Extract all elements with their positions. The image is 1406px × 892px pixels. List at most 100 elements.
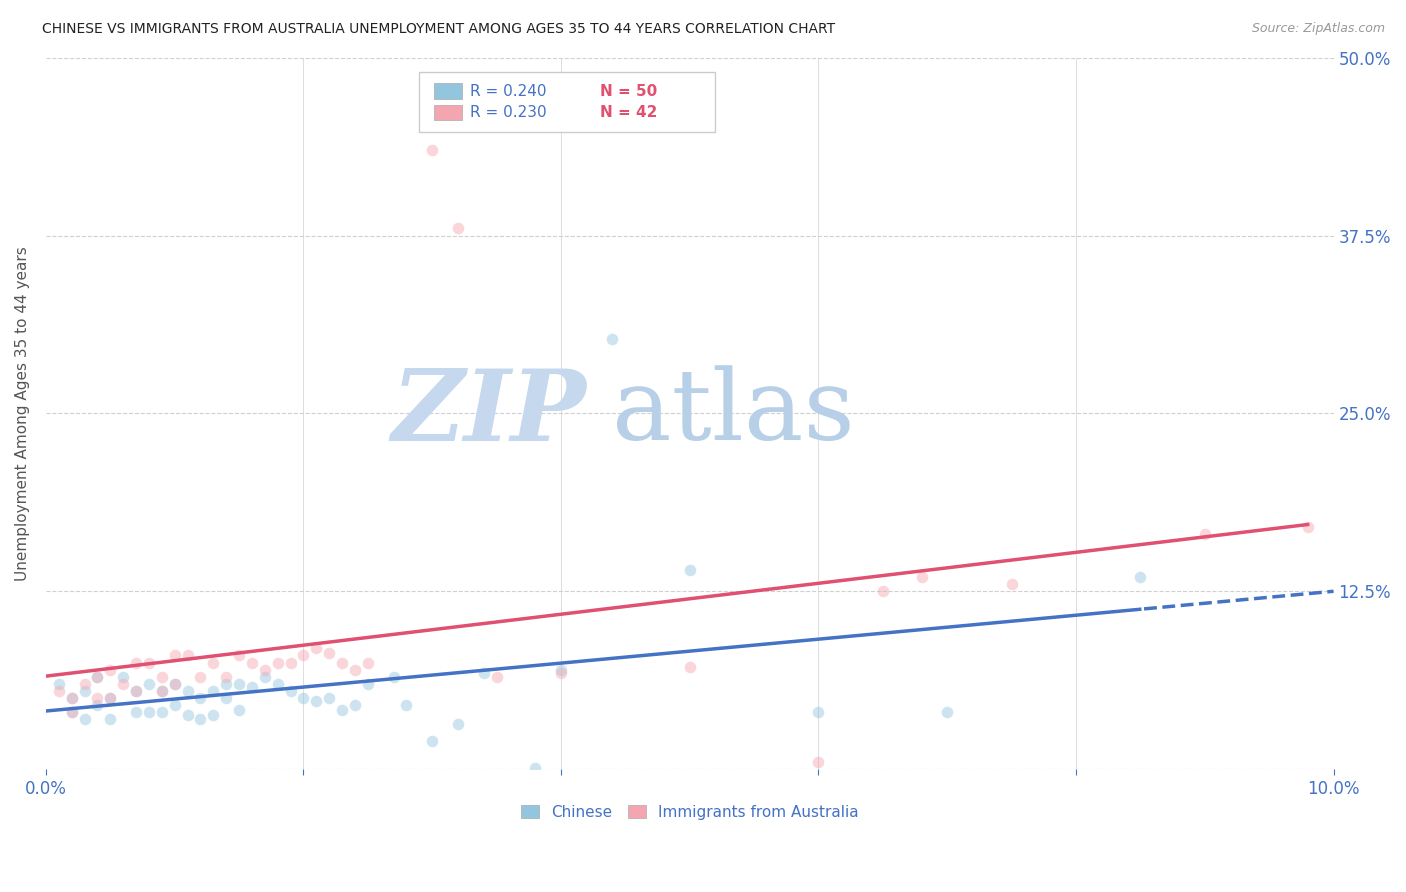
Point — [202, 656, 225, 670]
Point — [98, 713, 121, 727]
Point — [190, 713, 212, 727]
Point — [60, 691, 83, 706]
Point — [524, 761, 547, 775]
Point — [60, 691, 83, 706]
Point — [125, 706, 148, 720]
Point — [807, 755, 830, 769]
Point — [86, 691, 108, 706]
Point — [343, 698, 366, 713]
Point — [163, 698, 186, 713]
Bar — [433, 104, 461, 120]
Point — [395, 698, 418, 713]
Text: R = 0.230: R = 0.230 — [470, 105, 546, 120]
Point — [112, 677, 135, 691]
Point — [420, 143, 443, 157]
Point — [305, 641, 328, 656]
Point — [280, 656, 302, 670]
Point — [86, 670, 108, 684]
Point — [150, 684, 173, 698]
Point — [807, 706, 830, 720]
Point — [163, 677, 186, 691]
Point — [60, 706, 83, 720]
Point — [190, 691, 212, 706]
Text: atlas: atlas — [613, 366, 855, 461]
Point — [138, 706, 160, 720]
Point — [550, 665, 572, 680]
Point — [176, 648, 198, 663]
Point — [910, 570, 932, 584]
Point — [292, 648, 315, 663]
Point — [48, 684, 70, 698]
Point — [73, 677, 96, 691]
Point — [280, 684, 302, 698]
Point — [382, 670, 405, 684]
Point — [215, 670, 238, 684]
Point — [215, 677, 238, 691]
Point — [472, 665, 495, 680]
Point — [305, 694, 328, 708]
Text: N = 50: N = 50 — [599, 84, 657, 99]
Point — [550, 663, 572, 677]
Point — [202, 684, 225, 698]
Point — [228, 648, 250, 663]
Point — [112, 670, 135, 684]
Point — [1296, 520, 1319, 534]
Point — [98, 663, 121, 677]
Point — [1129, 570, 1152, 584]
Point — [98, 691, 121, 706]
Point — [1194, 527, 1216, 541]
Point — [73, 684, 96, 698]
Bar — [433, 83, 461, 99]
Point — [138, 677, 160, 691]
Point — [176, 684, 198, 698]
Text: Source: ZipAtlas.com: Source: ZipAtlas.com — [1251, 22, 1385, 36]
Point — [253, 670, 276, 684]
Point — [73, 713, 96, 727]
Point — [125, 656, 148, 670]
Point — [98, 691, 121, 706]
Point — [60, 706, 83, 720]
Point — [240, 680, 263, 694]
Point — [163, 677, 186, 691]
Point — [318, 691, 340, 706]
Text: R = 0.240: R = 0.240 — [470, 84, 546, 99]
Point — [86, 698, 108, 713]
Point — [936, 706, 959, 720]
Point — [330, 702, 353, 716]
Point — [267, 656, 290, 670]
Point — [86, 670, 108, 684]
Point — [150, 706, 173, 720]
Y-axis label: Unemployment Among Ages 35 to 44 years: Unemployment Among Ages 35 to 44 years — [15, 246, 30, 581]
Point — [602, 333, 624, 347]
Point — [267, 677, 290, 691]
Point — [138, 656, 160, 670]
Point — [1001, 577, 1024, 591]
Point — [176, 708, 198, 723]
Text: N = 42: N = 42 — [599, 105, 657, 120]
FancyBboxPatch shape — [419, 72, 716, 132]
Legend: Chinese, Immigrants from Australia: Chinese, Immigrants from Australia — [515, 798, 865, 826]
Text: ZIP: ZIP — [392, 365, 586, 462]
Text: CHINESE VS IMMIGRANTS FROM AUSTRALIA UNEMPLOYMENT AMONG AGES 35 TO 44 YEARS CORR: CHINESE VS IMMIGRANTS FROM AUSTRALIA UNE… — [42, 22, 835, 37]
Point — [447, 716, 470, 731]
Point — [679, 563, 702, 577]
Point — [872, 584, 894, 599]
Point — [485, 670, 508, 684]
Point — [215, 691, 238, 706]
Point — [163, 648, 186, 663]
Point — [447, 221, 470, 235]
Point — [150, 684, 173, 698]
Point — [48, 677, 70, 691]
Point — [125, 684, 148, 698]
Point — [125, 684, 148, 698]
Point — [202, 708, 225, 723]
Point — [343, 663, 366, 677]
Point — [357, 656, 380, 670]
Point — [240, 656, 263, 670]
Point — [330, 656, 353, 670]
Point — [318, 646, 340, 660]
Point — [228, 702, 250, 716]
Point — [190, 670, 212, 684]
Point — [292, 691, 315, 706]
Point — [679, 660, 702, 674]
